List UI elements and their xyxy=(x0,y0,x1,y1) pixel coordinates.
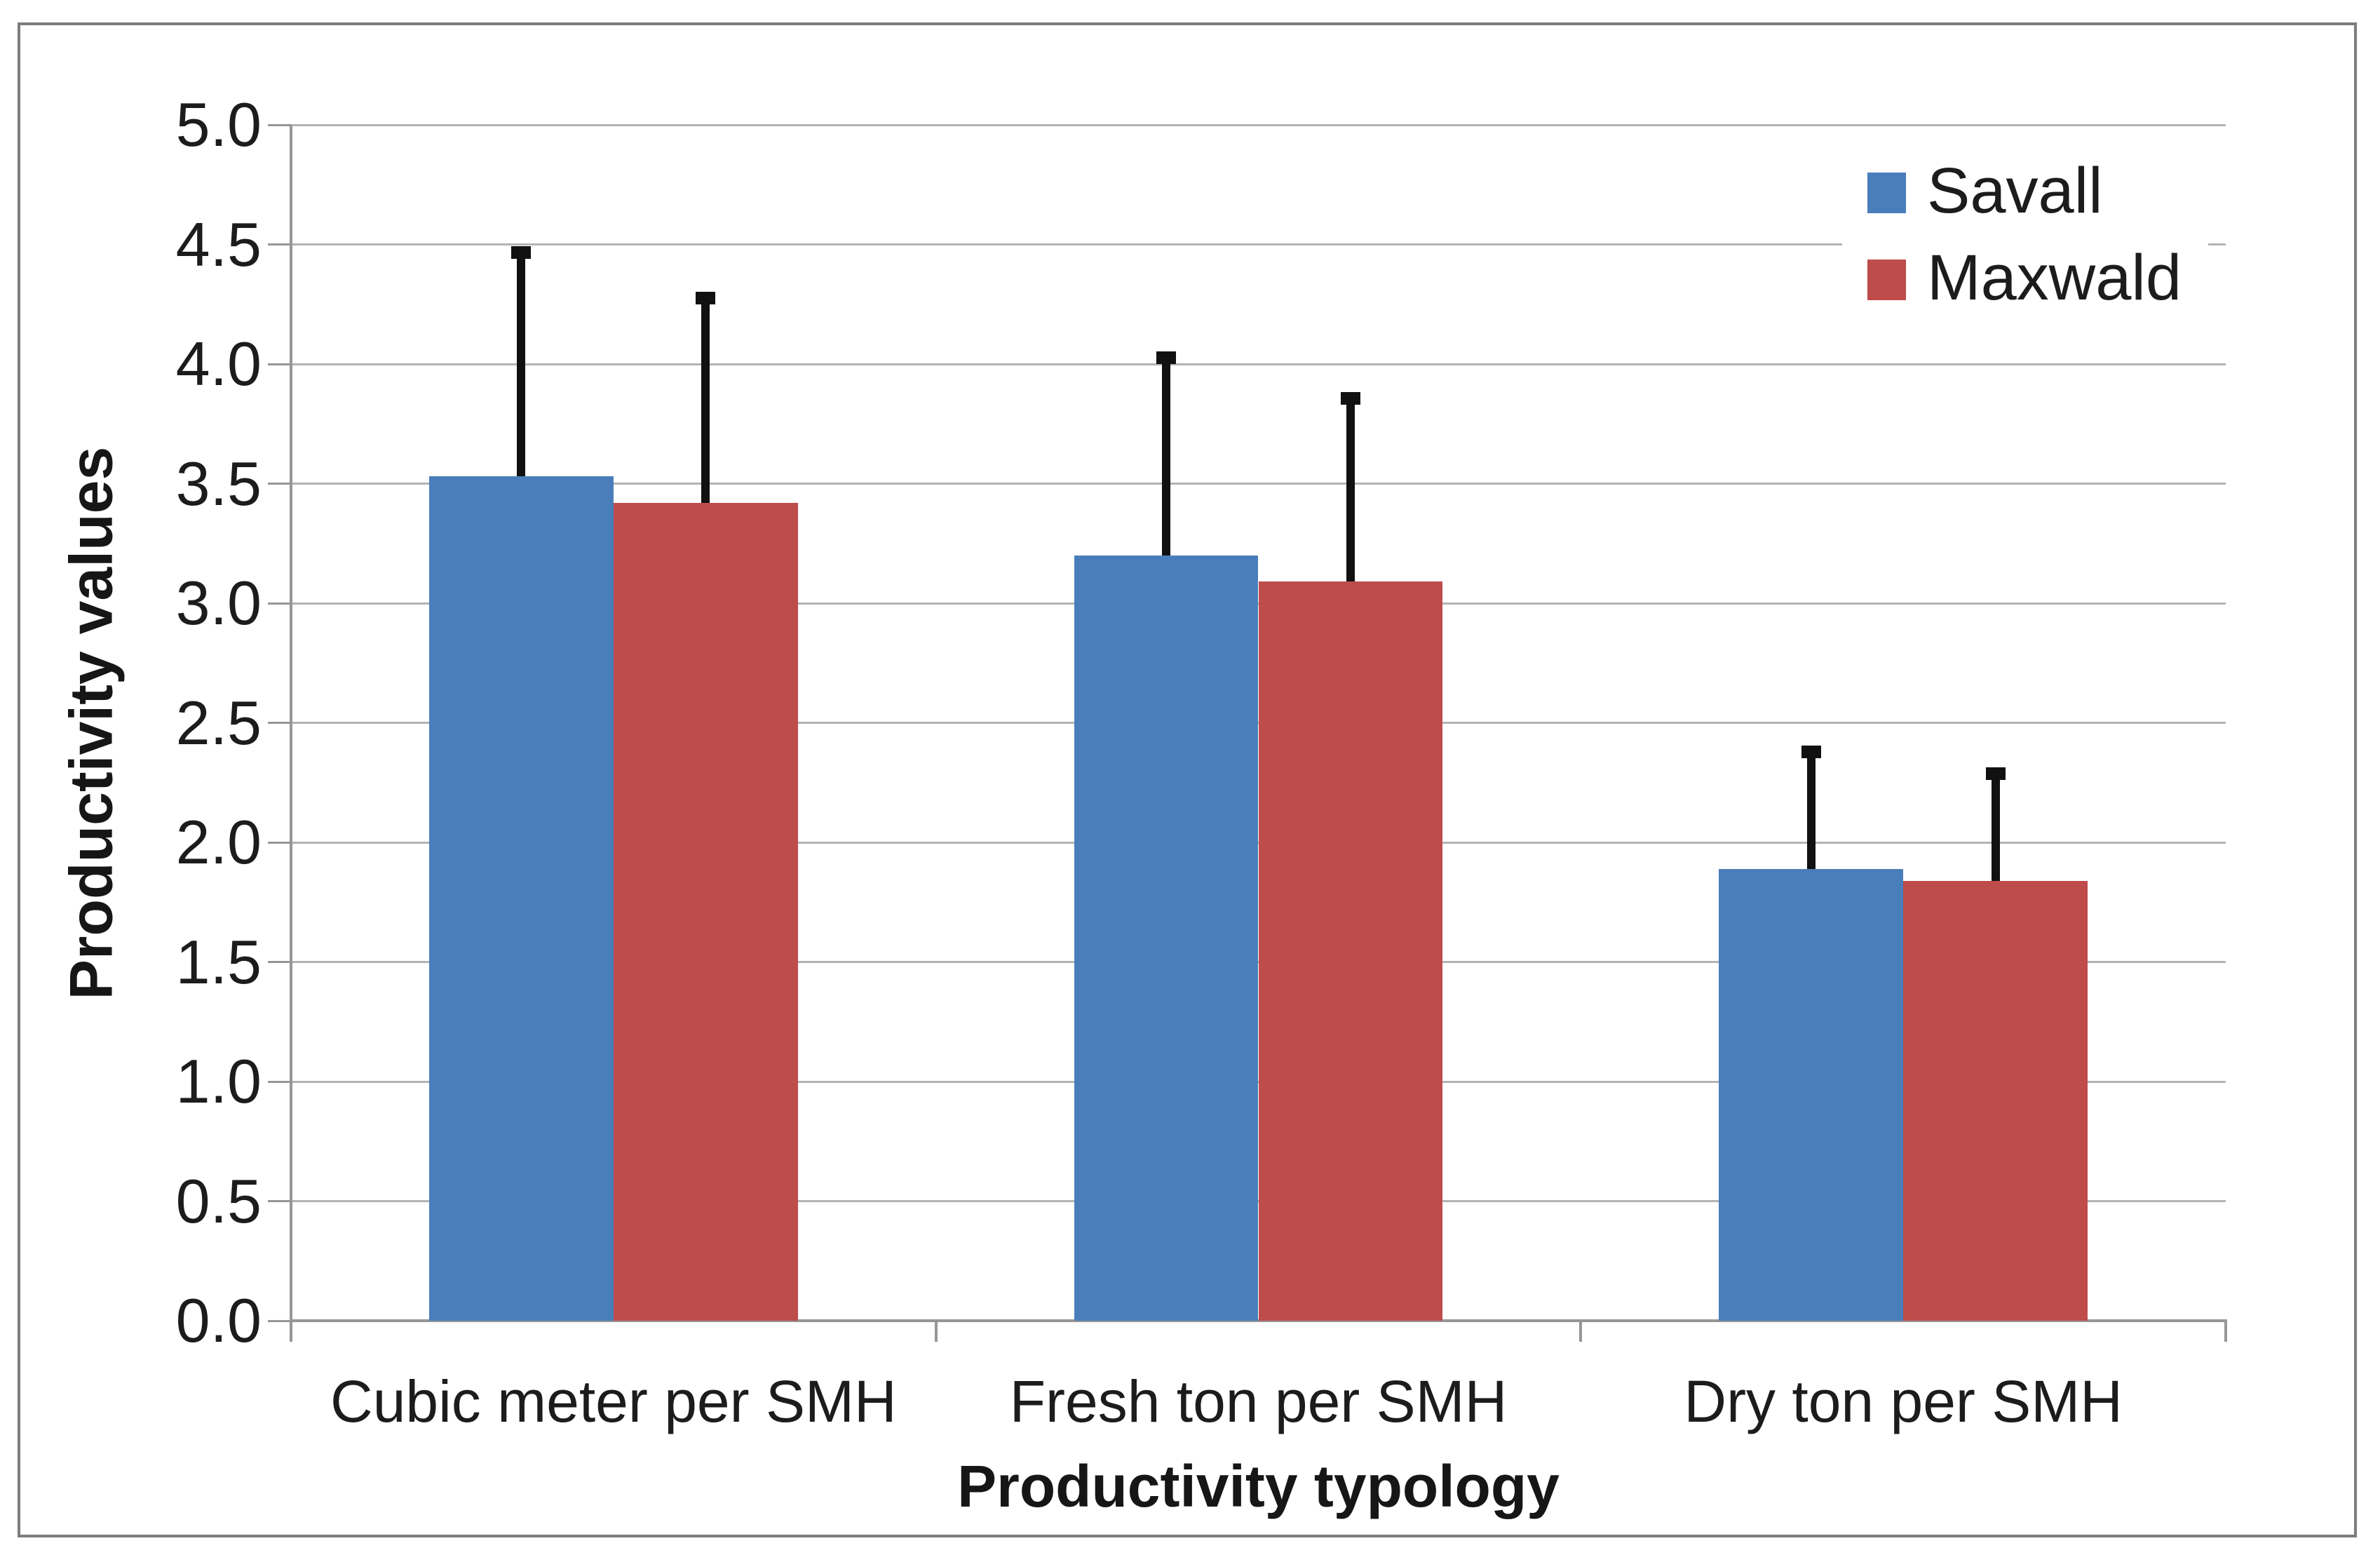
gridline xyxy=(291,243,2226,245)
x-axis-tick xyxy=(1579,1321,1583,1342)
y-tick-label: 1.5 xyxy=(175,927,262,997)
y-axis-tick xyxy=(268,1080,291,1083)
y-axis-title: Productivity values xyxy=(58,446,126,1000)
y-tick-label: 5.0 xyxy=(175,90,262,159)
bar-maxwald-2 xyxy=(1258,581,1443,1321)
error-bar-cap xyxy=(1340,391,1360,405)
legend-entry-savall: Savall xyxy=(1867,159,2182,227)
y-axis-tick xyxy=(268,602,291,605)
plot-area: Savall Maxwald xyxy=(268,123,2227,1342)
legend: Savall Maxwald xyxy=(1842,139,2209,335)
y-axis-tick xyxy=(268,722,291,724)
x-axis-tick xyxy=(290,1321,292,1342)
y-axis-tick xyxy=(268,363,291,365)
gridline xyxy=(291,483,2226,485)
error-bar-line xyxy=(701,297,710,503)
gridline xyxy=(291,363,2226,365)
legend-entry-maxwald: Maxwald xyxy=(1867,245,2182,314)
error-bar-cap xyxy=(1801,746,1821,759)
legend-swatch-maxwald xyxy=(1867,260,1906,300)
y-axis-tick xyxy=(268,243,291,245)
gridline xyxy=(291,123,2226,126)
y-tick-label: 2.0 xyxy=(175,807,262,877)
y-axis-tick xyxy=(268,1200,291,1202)
y-axis-tick xyxy=(268,123,291,126)
bar-savall-1 xyxy=(429,476,614,1321)
error-bar-cap xyxy=(1985,767,2006,781)
legend-label: Savall xyxy=(1927,155,2103,227)
y-tick-label: 0.5 xyxy=(175,1166,262,1236)
y-tick-label: 4.0 xyxy=(175,329,262,398)
y-tick-label: 3.5 xyxy=(175,448,262,518)
bar-maxwald-1 xyxy=(613,502,798,1321)
bar-savall-3 xyxy=(1719,868,1904,1321)
legend-swatch-savall xyxy=(1867,173,1906,213)
x-category-label: Cubic meter per SMH xyxy=(330,1368,897,1434)
y-tick-label: 3.0 xyxy=(175,568,262,638)
error-bar-cap xyxy=(1156,351,1177,364)
error-bar-line xyxy=(1162,356,1171,556)
error-bar-cap xyxy=(511,245,532,259)
bar-savall-2 xyxy=(1074,555,1259,1321)
y-axis-tick xyxy=(268,483,291,485)
error-bar-line xyxy=(1806,751,1816,869)
y-tick-label: 1.0 xyxy=(175,1046,262,1116)
y-axis-tick xyxy=(268,1319,291,1322)
y-tick-label: 4.5 xyxy=(175,209,262,279)
y-axis-tick xyxy=(268,841,291,844)
x-axis-tick xyxy=(934,1321,938,1342)
error-bar-cap xyxy=(696,291,716,304)
x-axis-tick xyxy=(2224,1321,2227,1342)
y-tick-label: 0.0 xyxy=(175,1286,262,1355)
y-axis-tick xyxy=(268,961,291,963)
error-bar-line xyxy=(517,251,526,477)
legend-label: Maxwald xyxy=(1927,242,2182,314)
x-category-label: Fresh ton per SMH xyxy=(1009,1368,1508,1434)
error-bar-line xyxy=(1346,397,1355,582)
x-axis-line xyxy=(290,1319,2227,1322)
y-axis-line xyxy=(290,125,292,1342)
y-tick-label: 2.5 xyxy=(175,687,262,758)
bar-maxwald-3 xyxy=(1903,880,2088,1321)
error-bar-line xyxy=(1991,773,2000,881)
chart-frame-border: Savall Maxwald 0.0 0.5 1.0 1.5 2.0 2.5 3.0 3.5 4.… xyxy=(18,22,2357,1537)
x-axis-title: Productivity typology xyxy=(957,1453,1560,1519)
x-category-label: Dry ton per SMH xyxy=(1684,1368,2123,1434)
